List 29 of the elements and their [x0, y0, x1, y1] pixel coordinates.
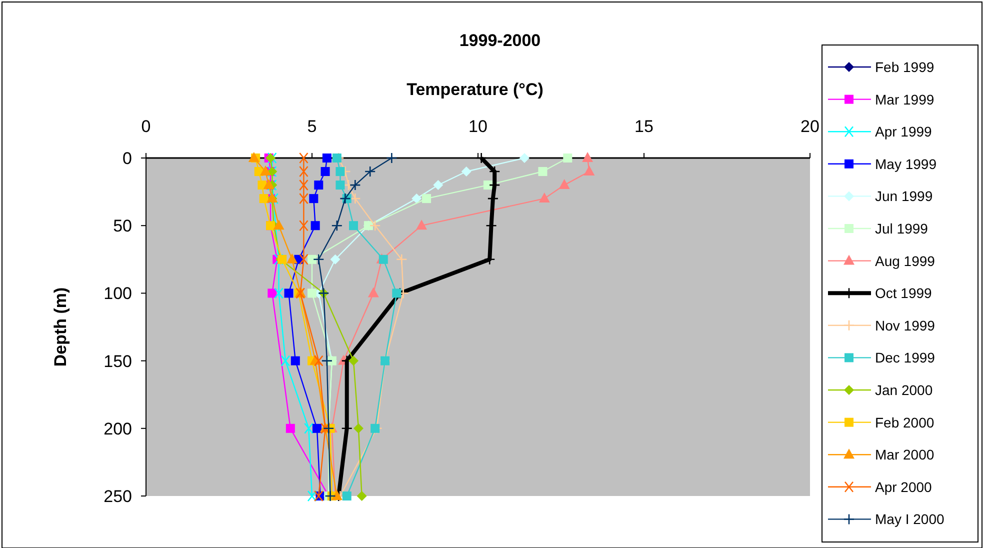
legend-label: Aug 1999 [875, 252, 936, 269]
legend-label: Oct 1999 [875, 285, 932, 302]
y-tick-label: 50 [113, 216, 132, 236]
legend-label: Apr 2000 [875, 478, 932, 495]
y-axis-title: Depth (m) [51, 287, 70, 367]
legend-label: May 1999 [875, 156, 937, 172]
x-tick-label: 15 [634, 117, 654, 136]
y-tick-label: 100 [104, 284, 132, 304]
legend-label: Apr 1999 [875, 124, 932, 140]
legend-label: Nov 1999 [875, 317, 936, 334]
legend-label: Jun 1999 [875, 188, 933, 204]
y-tick-label: 150 [104, 352, 132, 371]
y-tick-label: 200 [104, 419, 132, 438]
legend-label: Mar 1999 [875, 91, 934, 108]
x-tick-label: 0 [141, 117, 151, 136]
legend-label: Jan 2000 [875, 382, 933, 398]
y-tick-label: 0 [122, 149, 132, 168]
x-tick-label: 10 [468, 117, 488, 136]
chart-title: 1999-2000 [459, 31, 541, 50]
legend-label: May I 2000 [875, 511, 944, 528]
x-axis-title: Temperature (°C) [406, 80, 544, 99]
x-tick-label: 5 [307, 117, 317, 136]
legend-label: Mar 2000 [875, 446, 934, 463]
x-tick-label: 20 [800, 117, 820, 136]
legend-label: Feb 1999 [875, 59, 934, 75]
legend-label: Dec 1999 [875, 350, 936, 366]
legend-label: Feb 2000 [875, 414, 934, 430]
legend-label: Jul 1999 [875, 220, 928, 236]
y-tick-label: 250 [104, 487, 132, 506]
